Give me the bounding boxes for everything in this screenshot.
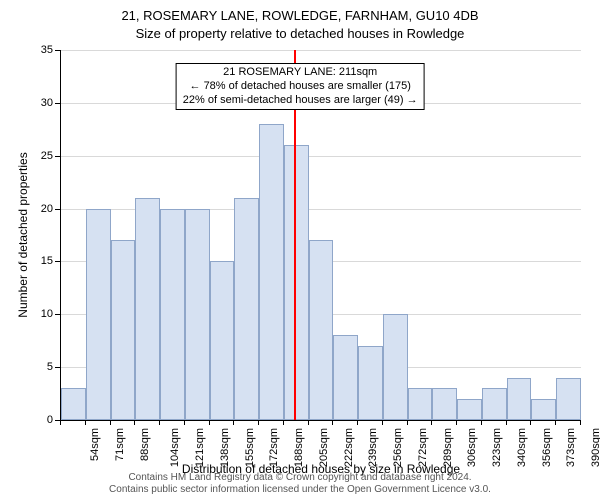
x-tick-mark xyxy=(382,420,383,425)
histogram-bar xyxy=(210,261,235,420)
x-tick-mark xyxy=(481,420,482,425)
x-tick-label: 306sqm xyxy=(467,428,479,467)
x-tick-mark xyxy=(184,420,185,425)
x-tick-label: 54sqm xyxy=(89,428,101,461)
y-tick-mark xyxy=(55,261,60,262)
x-tick-mark xyxy=(85,420,86,425)
y-tick-label: 30 xyxy=(25,97,53,109)
x-tick-mark xyxy=(60,420,61,425)
y-tick-label: 0 xyxy=(25,414,53,426)
histogram-bar xyxy=(507,378,532,420)
y-tick-label: 5 xyxy=(25,361,53,373)
x-tick-mark xyxy=(357,420,358,425)
y-axis-label: Number of detached properties xyxy=(16,152,30,317)
footer: Contains HM Land Registry data © Crown c… xyxy=(0,472,600,496)
x-tick-label: 71sqm xyxy=(114,428,126,461)
x-tick-label: 222sqm xyxy=(343,428,355,467)
annotation-line1: 21 ROSEMARY LANE: 211sqm xyxy=(183,66,418,80)
x-tick-label: 188sqm xyxy=(293,428,305,467)
annotation-box: 21 ROSEMARY LANE: 211sqm ← 78% of detach… xyxy=(176,63,425,110)
histogram-bar xyxy=(383,314,408,420)
histogram-bar xyxy=(284,145,309,420)
x-tick-mark xyxy=(134,420,135,425)
histogram-bar xyxy=(234,198,259,420)
y-tick-mark xyxy=(55,367,60,368)
y-tick-label: 20 xyxy=(25,203,53,215)
histogram-bar xyxy=(259,124,284,420)
x-tick-label: 138sqm xyxy=(219,428,231,467)
footer-line1: Contains HM Land Registry data © Crown c… xyxy=(0,472,600,484)
histogram-bar xyxy=(135,198,160,420)
plot-area: 21 ROSEMARY LANE: 211sqm ← 78% of detach… xyxy=(60,50,581,421)
chart-container: 21, ROSEMARY LANE, ROWLEDGE, FARNHAM, GU… xyxy=(0,0,600,500)
x-tick-mark xyxy=(258,420,259,425)
chart-title-line2: Size of property relative to detached ho… xyxy=(0,26,600,41)
x-tick-mark xyxy=(233,420,234,425)
x-tick-mark xyxy=(283,420,284,425)
x-tick-mark xyxy=(580,420,581,425)
y-tick-mark xyxy=(55,314,60,315)
histogram-bar xyxy=(556,378,581,420)
histogram-bar xyxy=(185,209,210,420)
x-tick-label: 289sqm xyxy=(442,428,454,467)
x-tick-mark xyxy=(506,420,507,425)
x-tick-mark xyxy=(209,420,210,425)
x-tick-label: 323sqm xyxy=(491,428,503,467)
histogram-bar xyxy=(333,335,358,420)
histogram-bar xyxy=(86,209,111,420)
x-tick-label: 356sqm xyxy=(541,428,553,467)
histogram-bar xyxy=(482,388,507,420)
x-tick-mark xyxy=(431,420,432,425)
histogram-bar xyxy=(309,240,334,420)
annotation-line3: 22% of semi-detached houses are larger (… xyxy=(183,94,418,108)
x-tick-label: 340sqm xyxy=(516,428,528,467)
y-tick-mark xyxy=(55,209,60,210)
x-tick-label: 205sqm xyxy=(318,428,330,467)
x-tick-label: 155sqm xyxy=(244,428,256,467)
footer-line2: Contains public sector information licen… xyxy=(0,484,600,496)
x-tick-mark xyxy=(332,420,333,425)
x-tick-label: 172sqm xyxy=(268,428,280,467)
x-tick-mark xyxy=(308,420,309,425)
histogram-bar xyxy=(358,346,383,420)
x-tick-label: 104sqm xyxy=(169,428,181,467)
histogram-bar xyxy=(61,388,86,420)
x-tick-mark xyxy=(110,420,111,425)
x-tick-label: 272sqm xyxy=(417,428,429,467)
histogram-bar xyxy=(160,209,185,420)
y-tick-label: 15 xyxy=(25,255,53,267)
annotation-line2: ← 78% of detached houses are smaller (17… xyxy=(183,80,418,94)
x-tick-mark xyxy=(456,420,457,425)
x-tick-label: 88sqm xyxy=(139,428,151,461)
x-tick-mark xyxy=(159,420,160,425)
y-tick-mark xyxy=(55,103,60,104)
histogram-bar xyxy=(531,399,556,420)
histogram-bar xyxy=(432,388,457,420)
y-tick-mark xyxy=(55,156,60,157)
y-tick-label: 25 xyxy=(25,150,53,162)
histogram-bar xyxy=(457,399,482,420)
x-tick-label: 121sqm xyxy=(194,428,206,467)
y-tick-mark xyxy=(55,50,60,51)
y-tick-label: 35 xyxy=(25,44,53,56)
y-tick-label: 10 xyxy=(25,308,53,320)
histogram-bar xyxy=(111,240,136,420)
x-tick-label: 390sqm xyxy=(590,428,600,467)
x-tick-mark xyxy=(530,420,531,425)
x-tick-label: 373sqm xyxy=(566,428,578,467)
x-tick-label: 256sqm xyxy=(392,428,404,467)
x-tick-mark xyxy=(407,420,408,425)
x-tick-mark xyxy=(555,420,556,425)
x-tick-label: 239sqm xyxy=(368,428,380,467)
chart-title-line1: 21, ROSEMARY LANE, ROWLEDGE, FARNHAM, GU… xyxy=(0,8,600,23)
histogram-bar xyxy=(408,388,433,420)
